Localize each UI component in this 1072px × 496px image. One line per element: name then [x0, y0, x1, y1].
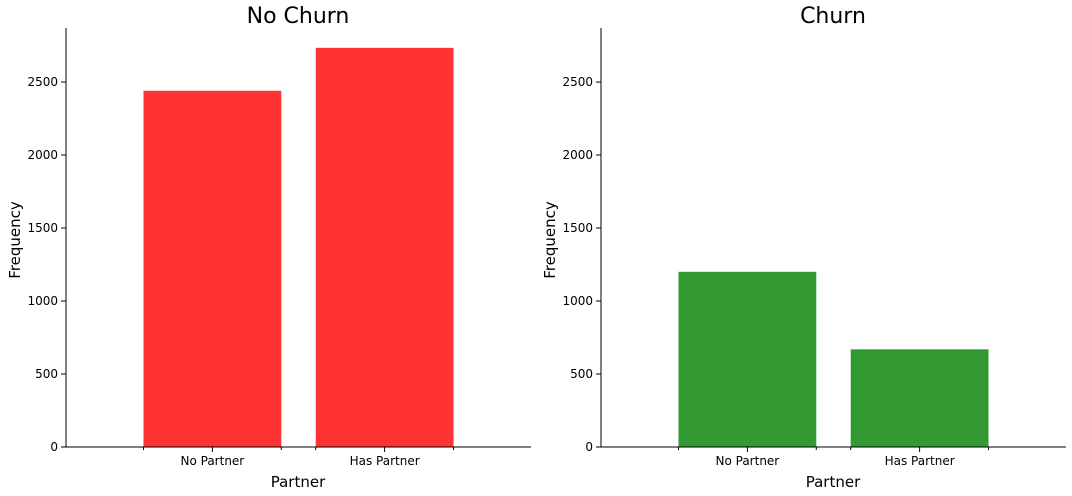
y-ticks: 0 500 1000 1500 2000 2500 [27, 75, 66, 454]
no-churn-chart: No Churn Frequency Partner 0 500 1000 1500 2… [6, 4, 531, 491]
bars [678, 271, 989, 447]
y-axis-label: Frequency [541, 201, 559, 279]
y-tick-label: 2000 [562, 148, 593, 162]
y-tick-label: 1500 [562, 221, 593, 235]
y-axis-label: Frequency [6, 201, 24, 279]
bars [143, 47, 454, 448]
y-tick-label: 1000 [27, 294, 58, 308]
chart-title: Churn [800, 4, 866, 29]
y-tick-label: 2000 [27, 148, 58, 162]
y-tick-label: 2500 [562, 75, 593, 89]
y-tick-label: 0 [585, 440, 593, 454]
x-tick-label: No Partner [181, 454, 245, 468]
bar-has-partner [850, 349, 989, 447]
x-ticks: No Partner Has Partner [678, 447, 989, 468]
bar-no-partner [678, 271, 817, 447]
bar-no-partner [143, 90, 282, 447]
x-ticks: No Partner Has Partner [143, 447, 454, 468]
churn-chart: Churn Frequency Partner 0 500 1000 1500 2000… [541, 4, 1066, 491]
y-tick-label: 500 [35, 367, 58, 381]
x-tick-label: Has Partner [350, 454, 420, 468]
y-tick-label: 0 [50, 440, 58, 454]
chart-title: No Churn [247, 4, 350, 29]
y-tick-label: 1500 [27, 221, 58, 235]
bar-has-partner [315, 47, 454, 448]
x-axis-label: Partner [806, 473, 861, 491]
y-ticks: 0 500 1000 1500 2000 2500 [562, 75, 601, 454]
y-tick-label: 2500 [27, 75, 58, 89]
y-tick-label: 1000 [562, 294, 593, 308]
x-tick-label: No Partner [716, 454, 780, 468]
y-tick-label: 500 [570, 367, 593, 381]
x-tick-label: Has Partner [885, 454, 955, 468]
x-axis-label: Partner [271, 473, 326, 491]
